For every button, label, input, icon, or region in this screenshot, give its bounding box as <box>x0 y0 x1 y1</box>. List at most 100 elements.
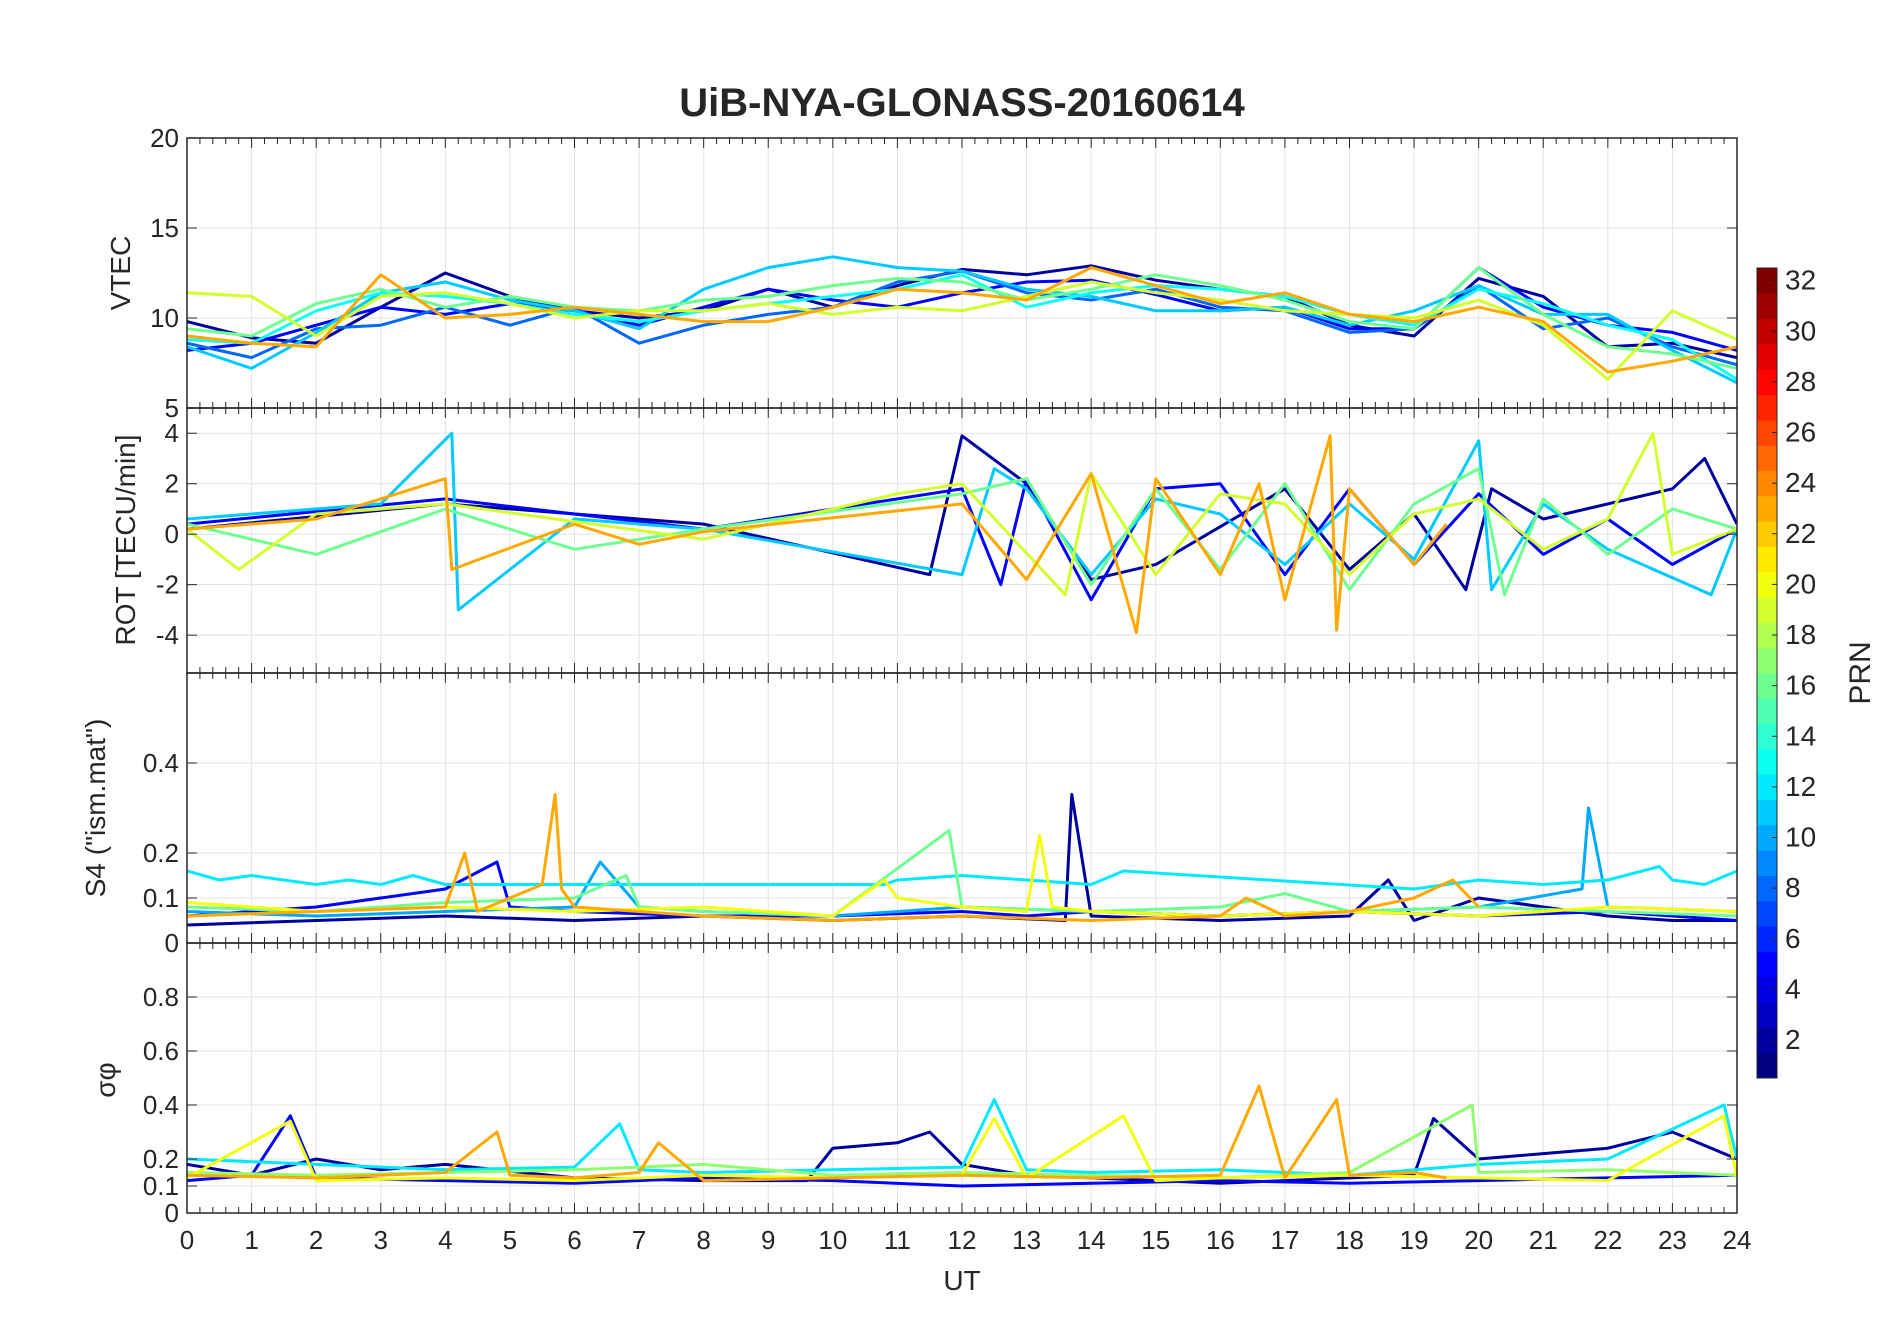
x-axis-label: UT <box>943 1265 980 1296</box>
rot-y-tick-label: -2 <box>156 570 179 600</box>
x-tick-label: 3 <box>374 1225 388 1255</box>
colorbar-tick-label: 12 <box>1785 771 1816 802</box>
vtec-y-tick-label: 15 <box>150 213 179 243</box>
colorbar-swatch-32 <box>1757 268 1777 294</box>
colorbar-label: PRN <box>1844 641 1877 704</box>
colorbar-swatch-11 <box>1757 799 1777 826</box>
panel-rot: -4 -2 0 2 4 ROT [TECU/min] <box>110 407 1738 674</box>
x-tick-label: 4 <box>438 1225 452 1255</box>
colorbar-swatch-22 <box>1757 521 1777 547</box>
vtec-y-tick-label: 10 <box>150 303 179 333</box>
x-tick-label: 14 <box>1077 1225 1106 1255</box>
colorbar-swatch-19 <box>1757 597 1777 623</box>
rot-series-group <box>187 431 1737 635</box>
vtec-series-prn-11 <box>187 255 1737 385</box>
colorbar-tick-label: 2 <box>1785 1024 1801 1055</box>
x-tick-label: 9 <box>761 1225 775 1255</box>
chart-title: UiB-NYA-GLONASS-20160614 <box>679 81 1245 125</box>
rot-series-prn-11 <box>187 431 1737 612</box>
rot-y-tick-label: 4 <box>165 418 179 448</box>
x-tick-label: 18 <box>1335 1225 1364 1255</box>
colorbar-swatch-16 <box>1757 673 1777 699</box>
x-tick-label: 16 <box>1206 1225 1235 1255</box>
rot-y-tick-label: 2 <box>165 469 179 499</box>
colorbar-swatch-24 <box>1757 470 1777 497</box>
colorbar-tick-label: 16 <box>1785 670 1816 701</box>
colorbar-swatch-9 <box>1757 850 1777 876</box>
x-tick-label: 12 <box>948 1225 977 1255</box>
rot-series-prn-5 <box>187 477 1737 602</box>
colorbar-tick-label: 22 <box>1785 518 1816 549</box>
x-tick-label: 13 <box>1012 1225 1041 1255</box>
vtec-series-prn-23 <box>187 266 1737 374</box>
colorbar-tick-label: 14 <box>1785 720 1816 751</box>
x-tick-label: 10 <box>818 1225 847 1255</box>
s4-series-group <box>187 793 1737 927</box>
x-tick-label: 22 <box>1593 1225 1622 1255</box>
rot-series-prn-23 <box>187 434 1448 635</box>
colorbar-tick-label: 26 <box>1785 417 1816 448</box>
colorbar-swatch-21 <box>1757 546 1777 573</box>
colorbar-tick-label: 8 <box>1785 872 1801 903</box>
panel-vtec: 5 10 15 20 VTEC <box>105 123 1738 423</box>
colorbar-swatch-6 <box>1757 926 1777 952</box>
rot-y-tick-label: -4 <box>156 620 179 650</box>
colorbar-swatch-18 <box>1757 622 1777 649</box>
colorbar-swatch-3 <box>1757 1002 1777 1028</box>
sigma-series-prn-20 <box>187 1114 1737 1183</box>
colorbar-swatch-25 <box>1757 445 1777 471</box>
colorbar-swatch-15 <box>1757 698 1777 725</box>
s4-y-tick-label: 0 <box>165 928 179 958</box>
colorbar-tick-label: 10 <box>1785 822 1816 853</box>
sigma-y-tick-label: 0.8 <box>143 982 179 1012</box>
s4-y-tick-label: 0.2 <box>143 838 179 868</box>
colorbar-tick-label: 24 <box>1785 467 1816 498</box>
s4-y-axis-label: S4 ("ism.mat") <box>80 719 111 898</box>
vtec-series-prn-13 <box>187 273 1737 381</box>
colorbar-tick-label: 28 <box>1785 366 1816 397</box>
x-tick-label: 0 <box>180 1225 194 1255</box>
sigma-series-prn-12 <box>187 1098 1737 1177</box>
sigma-series-prn-17 <box>187 1103 1737 1180</box>
s4-series-prn-2 <box>187 793 1737 927</box>
rot-series-prn-16 <box>187 467 1737 597</box>
x-tick-label: 20 <box>1464 1225 1493 1255</box>
colorbar-tick-label: 20 <box>1785 568 1816 599</box>
x-tick-label: 17 <box>1270 1225 1299 1255</box>
x-tick-label: 24 <box>1723 1225 1752 1255</box>
colorbar-swatch-20 <box>1757 571 1777 598</box>
s4-series-prn-12 <box>187 865 1737 891</box>
sigma-y-tick-label: 0.4 <box>143 1090 179 1120</box>
x-tick-label: 7 <box>632 1225 646 1255</box>
s4-series-prn-20 <box>187 833 1737 918</box>
sigma-y-tick-label: 0 <box>165 1198 179 1228</box>
x-tick-label: 23 <box>1658 1225 1687 1255</box>
x-tick-label: 15 <box>1141 1225 1170 1255</box>
colorbar-swatch-10 <box>1757 824 1777 851</box>
colorbar-swatch-5 <box>1757 951 1777 978</box>
sigma-y-axis-label: σφ <box>90 1062 121 1097</box>
colorbar-swatch-1 <box>1757 1052 1777 1079</box>
s4-y-tick-label: 0.1 <box>143 883 179 913</box>
panel-s4: 0 0.1 0.2 0.4 S4 ("ism.mat") <box>80 672 1738 958</box>
x-tick-label: 5 <box>503 1225 517 1255</box>
colorbar-tick-label: 4 <box>1785 973 1801 1004</box>
sigma-y-tick-label: 0.2 <box>143 1144 179 1174</box>
colorbar-frame <box>1756 267 1778 1079</box>
x-tick-label: 11 <box>884 1225 911 1255</box>
colorbar-swatch-13 <box>1757 748 1777 775</box>
rot-y-axis-label: ROT [TECU/min] <box>110 434 141 645</box>
colorbar-swatch-2 <box>1757 1027 1777 1054</box>
colorbar-tick-label: 32 <box>1785 265 1816 296</box>
colorbar-swatch-7 <box>1757 900 1777 927</box>
vtec-y-tick-label: 5 <box>165 393 179 423</box>
vtec-series-prn-2 <box>187 264 1737 360</box>
sigma-series-prn-5 <box>187 1114 1737 1188</box>
colorbar-swatch-29 <box>1757 343 1777 370</box>
colorbar-tick-label: 6 <box>1785 923 1801 954</box>
